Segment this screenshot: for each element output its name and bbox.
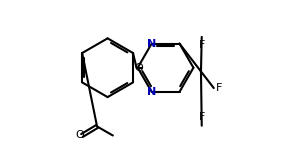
Text: F: F xyxy=(199,112,205,122)
Text: F: F xyxy=(216,83,223,93)
Text: O: O xyxy=(75,130,84,140)
Text: F: F xyxy=(199,40,205,50)
Text: N: N xyxy=(147,87,156,97)
Text: N: N xyxy=(147,39,156,49)
Text: O: O xyxy=(135,63,144,73)
